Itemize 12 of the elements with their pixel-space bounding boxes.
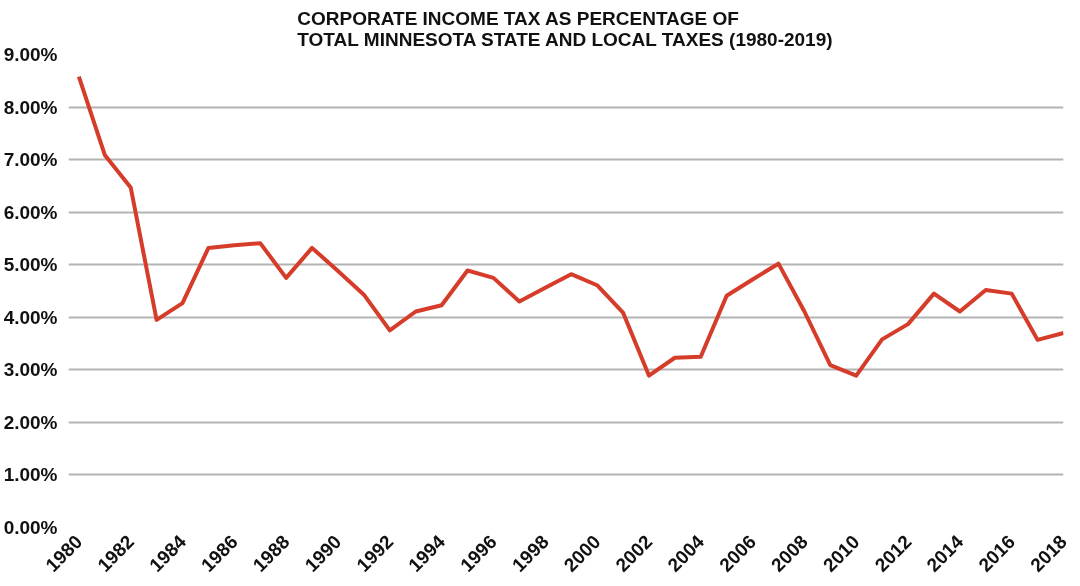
y-tick-label: 8.00% <box>3 96 58 118</box>
y-tick-label: 7.00% <box>3 149 58 171</box>
y-tick-label: 2.00% <box>3 411 58 433</box>
chart-title: CORPORATE INCOME TAX AS PERCENTAGE OF TOTAL MINNESOTA STATE AND LOCAL TAXES (1980-2019) <box>297 7 833 50</box>
y-tick-label: 9.00% <box>3 44 58 65</box>
y-tick-label: 1.00% <box>3 464 58 486</box>
y-tick-label: 6.00% <box>3 201 58 223</box>
y-tick-label: 3.00% <box>3 359 58 381</box>
y-tick-label: 0.00% <box>3 517 58 538</box>
y-tick-label: 5.00% <box>3 254 58 276</box>
line-series <box>76 74 1064 378</box>
y-tick-label: 4.00% <box>3 306 58 328</box>
